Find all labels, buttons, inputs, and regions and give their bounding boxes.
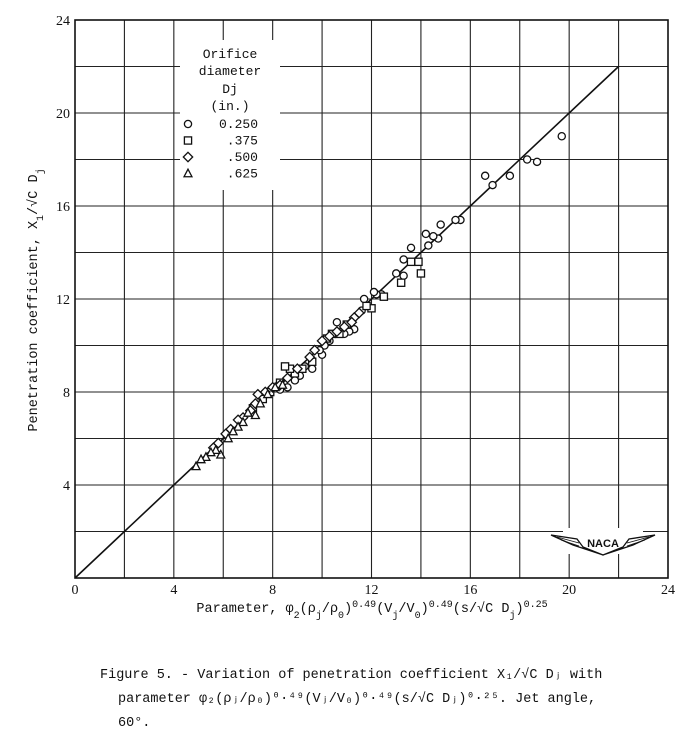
legend-label: 0.250	[219, 117, 258, 132]
grid-lines	[75, 20, 668, 578]
y-tick-label: 16	[56, 200, 70, 215]
triangle-legend-icon	[182, 167, 194, 178]
legend: Orifice diameter Dj (in.) 0.250 .375.500.…	[180, 40, 280, 190]
circle-marker	[557, 131, 567, 141]
circle-marker	[522, 155, 532, 164]
circle-marker	[424, 241, 433, 250]
circle-marker	[399, 271, 408, 280]
square-marker	[406, 257, 416, 267]
x-tick-label: 24	[661, 583, 675, 598]
legend-entry: .500	[182, 150, 258, 165]
square-marker	[396, 278, 406, 287]
legend-label: .625	[227, 167, 258, 182]
triangle-marker	[210, 444, 221, 455]
circle-marker	[480, 171, 490, 181]
triangle-marker	[223, 432, 234, 443]
circle-marker	[359, 294, 369, 304]
triangle-marker	[200, 451, 211, 461]
legend-title-line3: Dj	[222, 82, 238, 97]
circle-marker	[307, 364, 317, 373]
legend-title-line4: (in.)	[210, 99, 249, 114]
diamond-marker	[346, 316, 358, 328]
legend-entry: 0.250	[183, 117, 258, 132]
diamond-marker	[304, 351, 316, 363]
triangle-marker	[237, 416, 249, 427]
circle-marker	[429, 231, 438, 241]
y-tick-label: 12	[56, 293, 70, 308]
x-tick-label: 20	[562, 583, 576, 598]
caption-line-3: 60°.	[118, 716, 151, 731]
y-axis-label: Penetration coefficient, X1/√C Dj	[26, 168, 47, 431]
diamond-marker	[252, 388, 264, 400]
x-tick-label: 0	[72, 583, 79, 598]
x-tick-label: 4	[170, 583, 177, 598]
y-tick-label: 8	[63, 386, 70, 401]
square-marker	[379, 292, 389, 301]
diamond-legend-icon	[182, 151, 194, 163]
triangle-marker	[205, 446, 216, 457]
naca-logo-text: NACA	[587, 538, 619, 550]
diamond-marker	[281, 372, 294, 384]
x-tick-label: 12	[365, 583, 379, 598]
square-marker	[414, 257, 423, 267]
legend-entry: .625	[182, 167, 258, 182]
triangle-marker	[270, 381, 281, 392]
circle-legend-icon	[183, 119, 193, 129]
legend-label: .375	[227, 134, 258, 149]
circle-marker	[532, 157, 542, 167]
triangle-marker	[233, 421, 244, 431]
triangle-marker	[242, 407, 253, 417]
circle-marker	[421, 229, 431, 239]
naca-logo: NACA	[550, 528, 656, 556]
triangle-marker	[215, 449, 226, 459]
triangle-marker	[250, 409, 261, 420]
diamond-marker	[331, 325, 343, 338]
x-tick-label: 16	[463, 583, 477, 598]
circle-marker	[436, 220, 445, 229]
diamond-marker	[323, 330, 336, 342]
y-tick-label: 24	[56, 14, 70, 29]
square-marker	[416, 269, 426, 278]
figure-caption: Figure 5. - Variation of penetration coe…	[100, 664, 660, 736]
circle-marker	[399, 255, 408, 264]
triangle-marker	[228, 425, 239, 436]
triangle-marker	[195, 453, 207, 464]
series-triangle	[191, 379, 288, 471]
triangle-marker	[277, 379, 288, 389]
x-axis-label: Parameter, φ2(ρj/ρ0)0.49(Vj/V0)0.49(s/√C…	[196, 600, 547, 622]
plot-frame	[74, 19, 669, 579]
diamond-marker	[316, 335, 328, 347]
legend-title-line1: Orifice	[203, 47, 258, 62]
x-tick-label: 8	[269, 583, 276, 598]
triangle-marker	[262, 388, 273, 399]
caption-line-1: Figure 5. - Variation of penetration coe…	[100, 668, 603, 683]
data-points	[191, 131, 567, 471]
chart: 0 4 8 12 16 20 24 4 8 12 16 20 24 Orifice diameter D…	[26, 14, 675, 622]
triangle-marker	[191, 460, 202, 471]
y-tick-label: 4	[63, 479, 70, 494]
square-legend-icon	[183, 136, 193, 145]
circle-marker	[332, 317, 342, 327]
circle-marker	[505, 171, 515, 181]
circle-marker	[391, 269, 401, 278]
legend-entry: .375	[183, 134, 258, 149]
circle-marker	[488, 180, 497, 190]
square-marker	[362, 301, 371, 311]
caption-line-2: parameter φ₂(ρⱼ/ρ₀)⁰·⁴⁹(Vⱼ/V₀)⁰·⁴⁹(s/√C …	[118, 692, 597, 707]
diamond-marker	[291, 363, 303, 375]
legend-title-line2: diameter	[199, 64, 261, 79]
y-tick-label: 20	[56, 107, 70, 122]
diamond-marker	[338, 321, 350, 333]
diamond-marker	[309, 344, 321, 356]
legend-label: .500	[227, 150, 258, 165]
circle-marker	[451, 215, 460, 225]
circle-marker	[406, 243, 416, 253]
circle-marker	[369, 287, 379, 297]
square-marker	[280, 362, 290, 371]
tick-labels: 0 4 8 12 16 20 24 4 8 12 16 20 24	[56, 14, 675, 598]
square-marker	[258, 394, 268, 404]
triangle-marker	[255, 397, 266, 408]
